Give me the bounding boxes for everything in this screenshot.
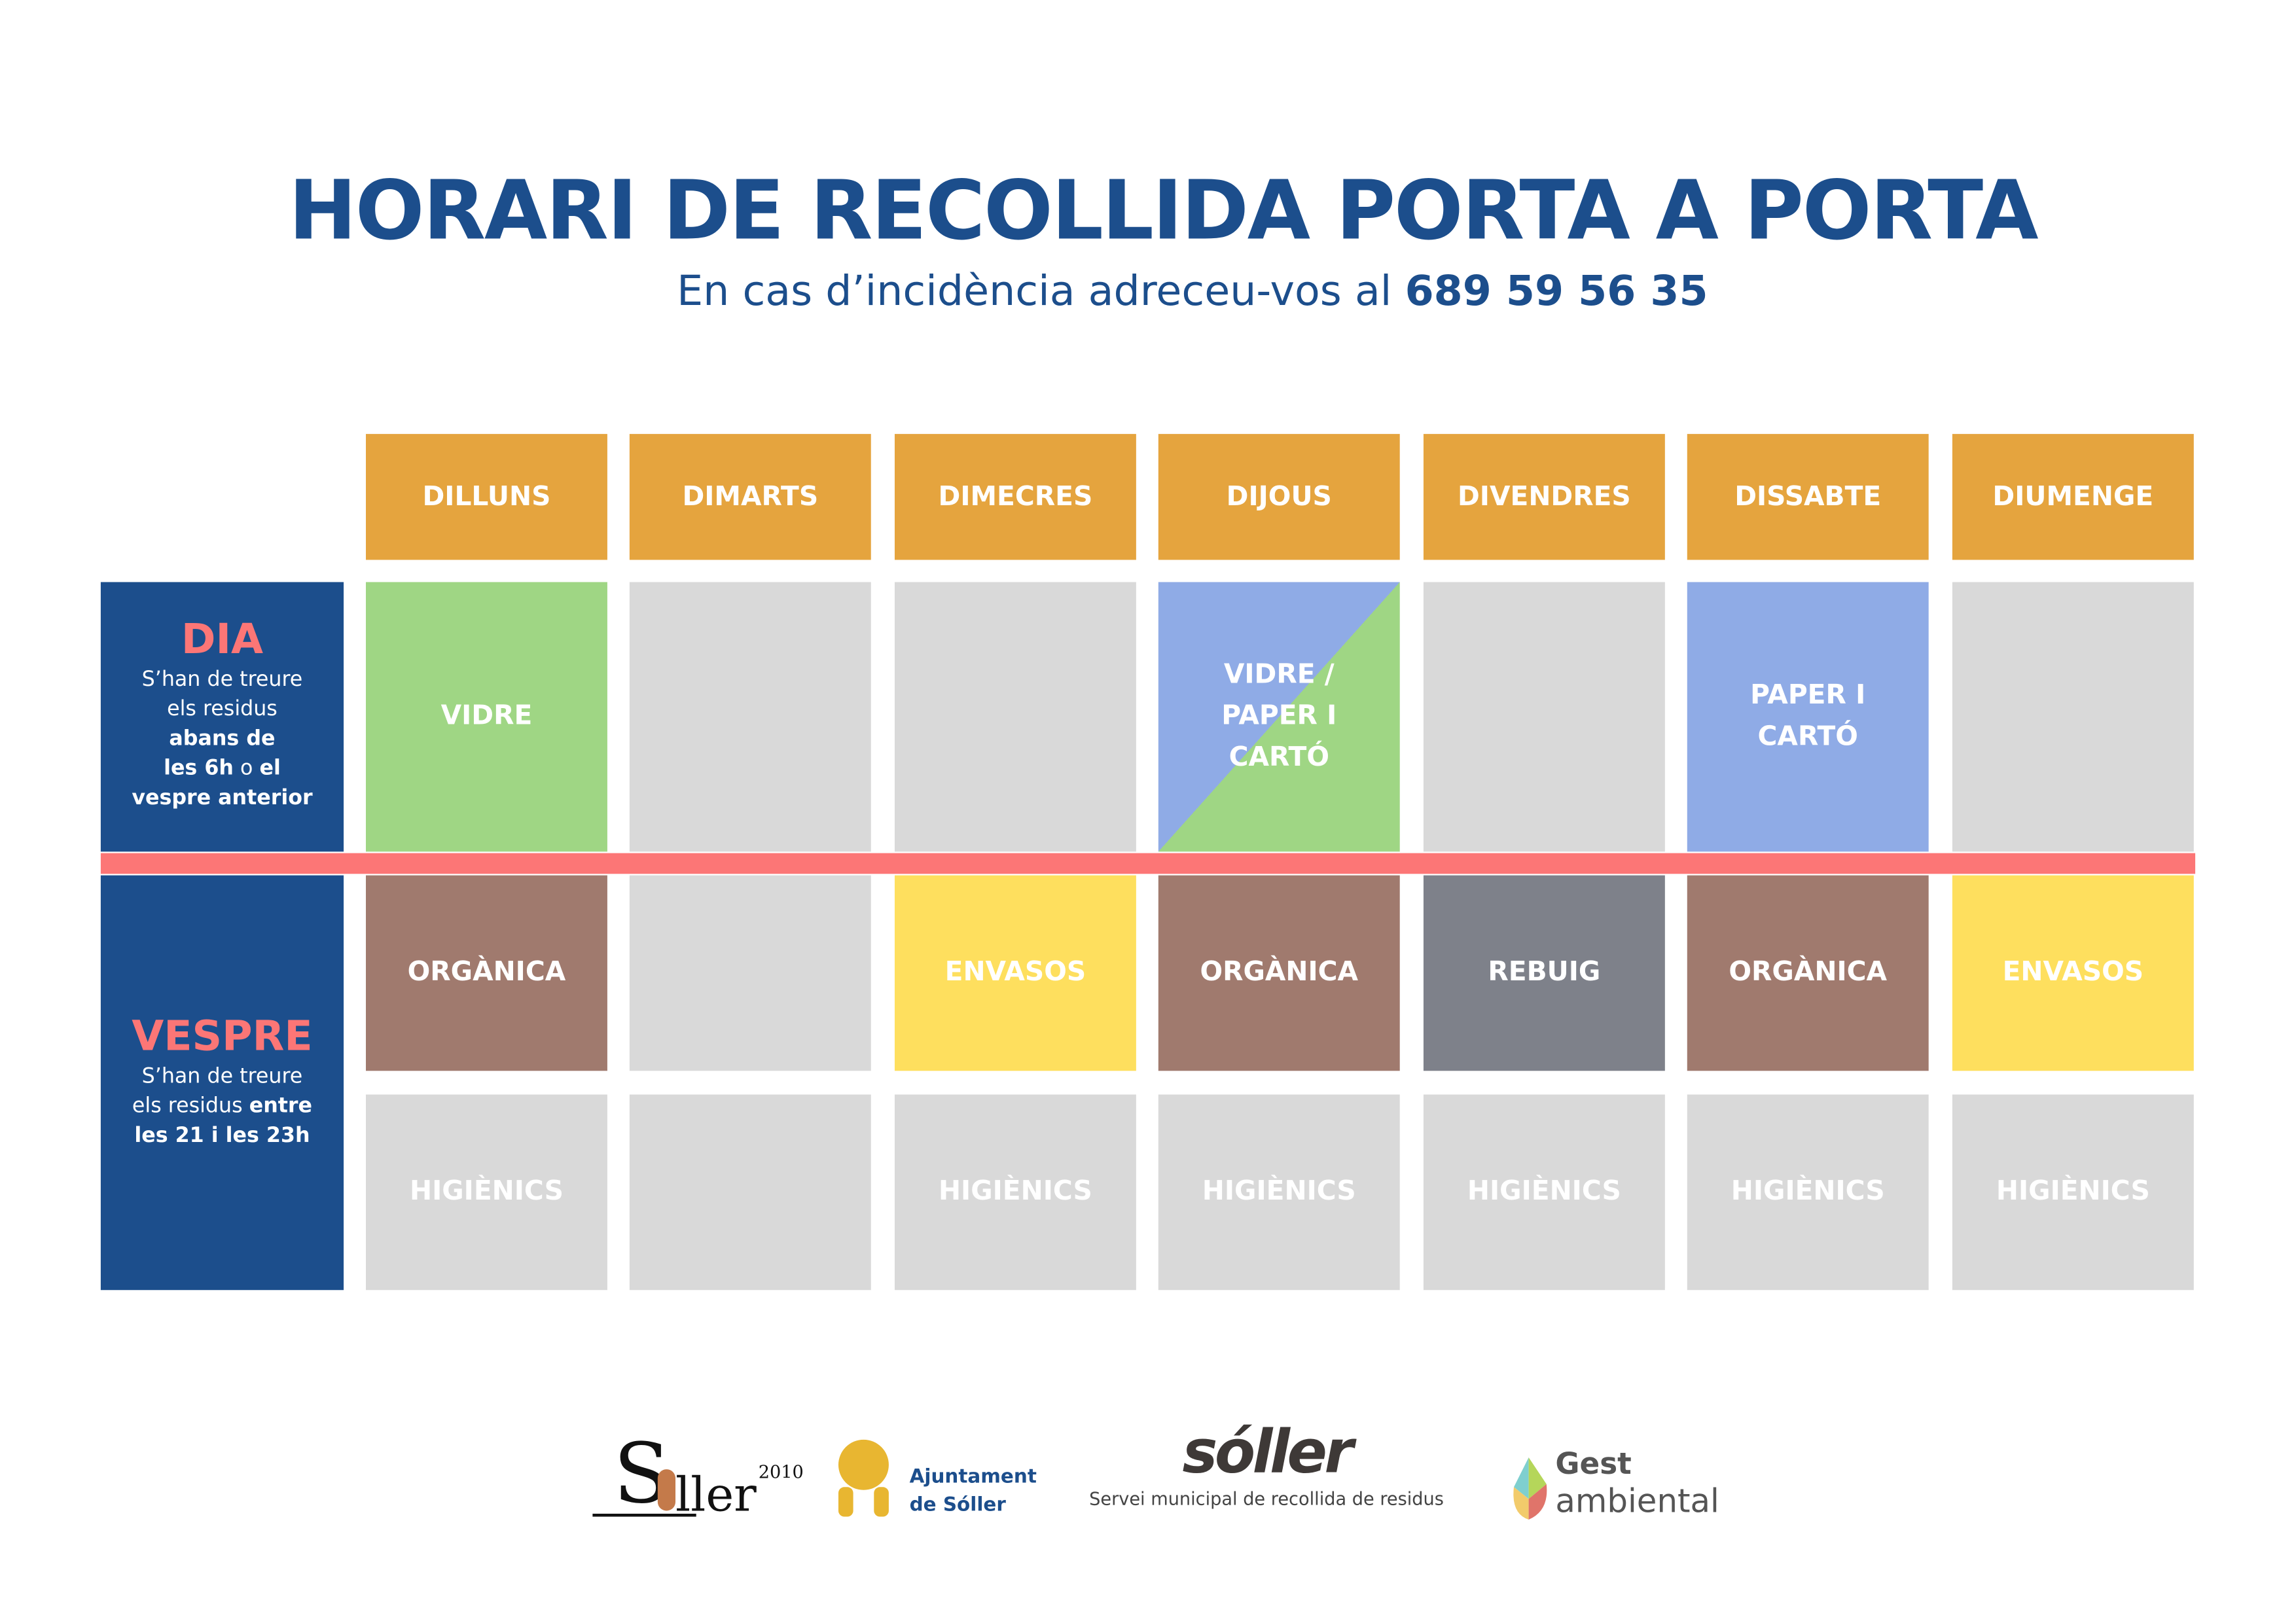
- dia-line2: els residus: [167, 697, 278, 722]
- dia-cell: VIDRE: [366, 582, 607, 852]
- hygiene-cell: HIGIÈNICS: [1687, 1094, 1929, 1291]
- dia-bold2a: les 6h: [164, 757, 234, 781]
- soller-2010-emblem: S ller 2010: [592, 1425, 804, 1522]
- dia-bold1: abans de: [169, 727, 276, 751]
- day-header: DIUMENGE: [1952, 434, 2194, 560]
- cell-label: PAPER I CARTÓ: [1750, 679, 1866, 753]
- cell-label: ORGÀNICA: [407, 957, 566, 988]
- hygiene-cell: HIGIÈNICS: [366, 1094, 607, 1291]
- cell-label: HIGIÈNICS: [1202, 1175, 1356, 1207]
- day-header: DISSABTE: [1687, 434, 1929, 560]
- divider-band: [100, 853, 2196, 874]
- phone-number: 689 59 56 35: [1405, 266, 1708, 316]
- vespre-cell: ENVASOS: [894, 875, 1136, 1071]
- cell-label: DILLUNS: [422, 480, 551, 512]
- cell-label: HIGIÈNICS: [1996, 1175, 2150, 1207]
- soller-2010-logo: S ller 2010: [592, 1425, 814, 1522]
- vespre-bold1: entre: [249, 1094, 313, 1118]
- ajuntament-text: Ajuntament: [909, 1466, 1037, 1489]
- cell-label: HIGIÈNICS: [409, 1175, 564, 1207]
- day-header: DILLUNS: [366, 434, 607, 560]
- cell-label: ORGÀNICA: [1200, 957, 1359, 988]
- vespre-cell: [629, 875, 871, 1071]
- dia-cell: [629, 582, 871, 852]
- ajuntament-text-2: de Sóller: [909, 1494, 1006, 1517]
- cell-label: VIDRE / PAPER I CARTÓ: [1221, 659, 1337, 774]
- cell-label: HIGIÈNICS: [1731, 1175, 1885, 1207]
- cell-label: DIMECRES: [938, 480, 1093, 512]
- cell-label: DISSABTE: [1734, 480, 1882, 512]
- svg-text:ller: ller: [675, 1467, 757, 1522]
- day-header: DIMECRES: [894, 434, 1136, 560]
- vespre-cell: ORGÀNICA: [366, 875, 607, 1071]
- vespre-bold2: les 21 i les 23h: [134, 1124, 310, 1148]
- page-title: HORARI DE RECOLLIDA PORTA A PORTA: [288, 162, 2039, 258]
- vespre-line1: S’han de treure: [141, 1065, 303, 1089]
- cell-label: ORGÀNICA: [1729, 957, 1888, 988]
- cell-label: DIJOUS: [1226, 480, 1332, 512]
- cell-label: HIGIÈNICS: [1467, 1175, 1621, 1207]
- dia-line1: S’han de treure: [141, 668, 303, 692]
- soller-brand: sóller: [1182, 1419, 1354, 1488]
- day-header: DIMARTS: [629, 434, 871, 560]
- vespre-panel: VESPRE S’han de treure els residus entre…: [100, 875, 344, 1291]
- day-header: DIJOUS: [1158, 434, 1400, 560]
- cell-label: DIMARTS: [682, 480, 819, 512]
- vespre-cell: REBUIG: [1423, 875, 1665, 1071]
- hygiene-cell: HIGIÈNICS: [1158, 1094, 1400, 1291]
- cell-label: HIGIÈNICS: [938, 1175, 1092, 1207]
- ajuntament-logo: Ajuntament de Sóller: [829, 1428, 1037, 1520]
- dia-cell: VIDRE / PAPER I CARTÓ: [1158, 582, 1400, 852]
- dia-conj: o: [240, 757, 253, 781]
- cell-label: ENVASOS: [944, 957, 1086, 988]
- dia-cell: [1423, 582, 1665, 852]
- dia-cell: [1952, 582, 2194, 852]
- subtitle: En cas d’incidència adreceu-vos al 689 5…: [0, 266, 2296, 317]
- vespre-cell: ORGÀNICA: [1158, 875, 1400, 1071]
- vespre-cell: ORGÀNICA: [1687, 875, 1929, 1071]
- subtitle-text: En cas d’incidència adreceu-vos al: [677, 266, 1392, 316]
- dia-panel: DIA S’han de treure els residus abans de…: [100, 582, 344, 852]
- vespre-title: VESPRE: [132, 1011, 313, 1061]
- vespre-line2-text: els residus: [132, 1094, 243, 1118]
- dia-cell: PAPER I CARTÓ: [1687, 582, 1929, 852]
- hygiene-cell: HIGIÈNICS: [1423, 1094, 1665, 1291]
- dia-line4: les 6h o el: [101, 754, 344, 783]
- cell-label: ENVASOS: [2002, 957, 2144, 988]
- svg-text:2010: 2010: [759, 1463, 804, 1483]
- hygiene-cell: [629, 1094, 871, 1291]
- dia-bold2b: el: [259, 757, 281, 781]
- servei-logo: sóller Servei municipal de recollida de …: [1081, 1419, 1452, 1522]
- hygiene-cell: HIGIÈNICS: [894, 1094, 1136, 1291]
- cell-label: DIVENDRES: [1457, 480, 1631, 512]
- hygiene-cell: HIGIÈNICS: [1952, 1094, 2194, 1291]
- day-header: DIVENDRES: [1423, 434, 1665, 560]
- dia-bold3: vespre anterior: [132, 786, 313, 810]
- dia-title: DIA: [181, 615, 264, 664]
- ambiental-text: ambiental: [1555, 1484, 1719, 1522]
- cell-label: VIDRE: [440, 700, 533, 732]
- dia-cell: [894, 582, 1136, 852]
- gest-ambiental-logo: Gest ambiental: [1505, 1445, 1719, 1525]
- cell-label: REBUIG: [1488, 957, 1601, 988]
- leaf-icon: [1513, 1457, 1547, 1520]
- servei-text: Servei municipal de recollida de residus: [1089, 1488, 1444, 1510]
- vespre-cell: ENVASOS: [1952, 875, 2194, 1071]
- cell-label: DIUMENGE: [1992, 480, 2154, 512]
- vespre-line2: els residus entre: [101, 1092, 344, 1121]
- gest-text: Gest: [1555, 1445, 1632, 1482]
